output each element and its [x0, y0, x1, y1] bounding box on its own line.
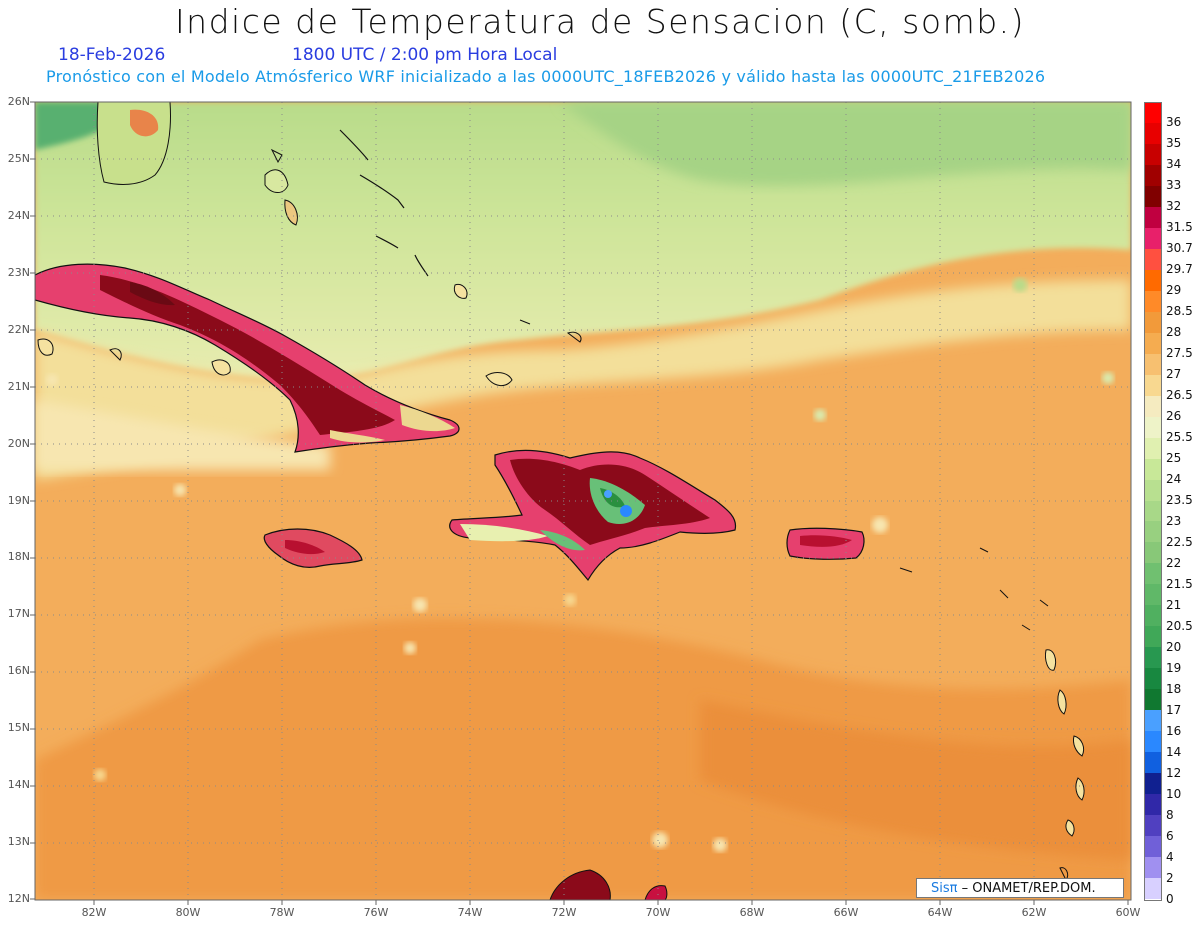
- colorbar-label: 31.5: [1166, 220, 1193, 235]
- colorbar-label: 25.5: [1166, 430, 1193, 445]
- colorbar-label: 25: [1166, 451, 1182, 466]
- colorbar-label: 21: [1166, 597, 1182, 612]
- credit-text: – ONAMET/REP.DOM.: [961, 881, 1096, 896]
- colorbar-label: 22.5: [1166, 534, 1193, 549]
- lat-label: 12N: [7, 892, 30, 905]
- colorbar-label: 8: [1166, 807, 1174, 822]
- colorbar-label: 29: [1166, 283, 1182, 298]
- lon-label: 82W: [81, 906, 107, 919]
- valid-time: 1800 UTC / 2:00 pm Hora Local: [292, 45, 558, 65]
- lat-label: 23N: [7, 265, 30, 279]
- lat-label: 18N: [7, 550, 30, 564]
- chart-title: Indice de Temperatura de Sensacion (C, s…: [174, 2, 1026, 41]
- lon-label: 76W: [363, 906, 389, 919]
- lat-label: 20N: [7, 436, 30, 450]
- colorbar-label: 20.5: [1166, 618, 1193, 633]
- forecast-note: Pronóstico con el Modelo Atmósferico WRF…: [46, 67, 1046, 86]
- lon-label: 62W: [1021, 906, 1047, 919]
- lat-label: 26N: [7, 95, 30, 108]
- colorbar-label: 23: [1166, 513, 1182, 528]
- colorbar-label: 23.5: [1166, 493, 1193, 507]
- colorbar-label: 17: [1166, 702, 1182, 717]
- lat-label: 19N: [7, 493, 30, 507]
- colorbar-label: 32: [1166, 199, 1182, 214]
- credit-box: Sisπ – ONAMET/REP.DOM.: [916, 878, 1124, 898]
- lat-label: 25N: [7, 151, 30, 165]
- colorbar-label: 14: [1166, 744, 1182, 759]
- lon-label: 80W: [175, 906, 201, 919]
- lat-label: 15N: [7, 721, 30, 735]
- lon-label: 68W: [739, 906, 765, 919]
- credit-brand: Sisπ: [931, 881, 958, 896]
- colorbar-label: 35: [1166, 136, 1182, 151]
- colorbar-label: 22: [1166, 555, 1182, 570]
- colorbar-label: 19: [1166, 660, 1182, 675]
- colorbar-label: 28.5: [1166, 304, 1193, 319]
- colorbar-label: 28: [1166, 325, 1182, 340]
- colorbar-label: 12: [1166, 765, 1182, 780]
- lat-label: 14N: [7, 778, 30, 792]
- lat-label: 22N: [7, 322, 30, 336]
- colorbar-label: 0: [1166, 891, 1174, 906]
- colorbar-label: 24: [1166, 472, 1182, 487]
- lon-label: 74W: [457, 906, 483, 919]
- colorbar-label: 27.5: [1166, 346, 1193, 361]
- colorbar-label: 26: [1166, 409, 1182, 424]
- colorbar-label: 2: [1166, 870, 1174, 885]
- colorbar-label: 4: [1166, 849, 1174, 864]
- lon-label: 72W: [551, 906, 577, 919]
- colorbar-label: 27: [1166, 367, 1182, 382]
- colorbar-label: 20: [1166, 639, 1182, 654]
- lat-label: 21N: [7, 379, 30, 393]
- lon-label: 70W: [645, 906, 671, 919]
- valid-date: 18-Feb-2026: [58, 45, 166, 65]
- lon-label: 78W: [269, 906, 295, 919]
- lon-label: 64W: [927, 906, 953, 919]
- lat-label: 16N: [7, 664, 30, 678]
- graticule: [35, 102, 1131, 900]
- colorbar-label: 16: [1166, 723, 1182, 738]
- colorbar-frame: [1144, 102, 1162, 901]
- lon-label: 60W: [1115, 906, 1141, 919]
- colorbar-label: 10: [1166, 786, 1182, 801]
- colorbar-label: 26.5: [1166, 388, 1193, 403]
- lat-label: 24N: [7, 208, 30, 222]
- colorbar-label: 36: [1166, 115, 1182, 130]
- map-field: [35, 102, 1131, 900]
- lat-label: 13N: [7, 835, 30, 849]
- colorbar-label: 21.5: [1166, 576, 1193, 591]
- colorbar-label: 6: [1166, 828, 1174, 843]
- colorbar-label: 18: [1166, 681, 1182, 696]
- lon-label: 66W: [833, 906, 859, 919]
- lat-label: 17N: [7, 607, 30, 621]
- colorbar-label: 30.7: [1166, 241, 1193, 256]
- colorbar-label: 34: [1166, 157, 1182, 172]
- colorbar-label: 29.7: [1166, 262, 1193, 277]
- colorbar-label: 33: [1166, 178, 1182, 193]
